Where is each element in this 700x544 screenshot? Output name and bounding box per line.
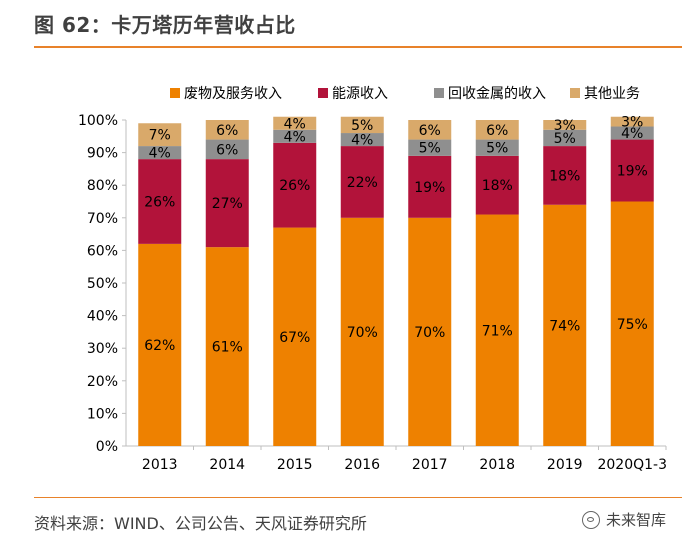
legend-swatch [318, 88, 328, 98]
data-label: 5% [486, 141, 508, 157]
bar-segment [273, 129, 317, 143]
bar-segment [610, 116, 654, 127]
data-label: 71% [482, 323, 513, 339]
x-tick-label: 2018 [479, 457, 515, 473]
bar-segment [340, 146, 384, 218]
bar-segment [543, 120, 587, 130]
data-label: 4% [149, 146, 171, 162]
y-tick-label: 50% [87, 276, 118, 292]
data-label: 4% [284, 116, 306, 132]
bar-segment [138, 159, 182, 244]
y-tick-label: 90% [87, 146, 118, 162]
x-tick-label: 2017 [412, 457, 448, 473]
x-tick-label: 2020Q1-3 [597, 457, 667, 473]
data-label: 67% [279, 330, 310, 346]
legend-swatch [434, 88, 444, 98]
legend-swatch [170, 88, 180, 98]
y-tick-label: 60% [87, 243, 118, 259]
data-label: 3% [621, 115, 643, 131]
bar-segment [408, 139, 452, 156]
bar-segment [475, 214, 519, 446]
bar-segment [543, 129, 587, 147]
legend-label: 回收金属的收入 [448, 86, 546, 102]
y-tick-label: 0% [96, 439, 118, 455]
data-label: 6% [486, 123, 508, 139]
legend-label: 能源收入 [332, 86, 388, 102]
y-tick-label: 70% [87, 211, 118, 227]
y-tick-label: 40% [87, 309, 118, 325]
bar-segment [543, 204, 587, 446]
y-tick-label: 80% [87, 178, 118, 194]
bar-segment [273, 116, 317, 130]
data-label: 7% [149, 128, 171, 144]
data-label: 5% [351, 118, 373, 134]
data-label: 22% [347, 175, 378, 191]
y-tick-label: 100% [78, 113, 118, 129]
bar-segment [138, 146, 182, 160]
bar-segment [273, 227, 317, 446]
wechat-icon [582, 510, 600, 529]
x-tick-label: 2019 [547, 457, 583, 473]
bar-segment [408, 217, 452, 446]
data-label: 70% [347, 325, 378, 341]
bar-segment [408, 120, 452, 140]
x-tick-label: 2016 [344, 457, 380, 473]
bar-segment [610, 139, 654, 202]
x-tick-label: 2014 [209, 457, 245, 473]
x-tick-label: 2015 [277, 457, 313, 473]
x-tick-label: 2013 [142, 457, 178, 473]
data-label: 26% [144, 195, 175, 211]
bar-segment [138, 123, 182, 147]
data-label: 6% [216, 142, 238, 158]
bar-segment [205, 247, 249, 446]
bar-segment [340, 133, 384, 147]
y-tick-label: 20% [87, 374, 118, 390]
data-label: 5% [554, 131, 576, 147]
bar-segment [475, 139, 519, 156]
data-label: 26% [279, 178, 310, 194]
data-label: 61% [212, 340, 243, 356]
bar-segment [340, 116, 384, 134]
bar-segment [205, 139, 249, 160]
data-label: 4% [284, 129, 306, 145]
data-label: 75% [617, 317, 648, 333]
watermark: 未来智库 [582, 509, 666, 530]
data-label: 4% [351, 133, 373, 149]
bar-segment [340, 217, 384, 446]
bar-segment [543, 146, 587, 205]
y-tick-label: 10% [87, 406, 118, 422]
legend-swatch [570, 88, 580, 98]
y-tick-label: 30% [87, 341, 118, 357]
data-label: 3% [554, 118, 576, 134]
bar-segment [610, 126, 654, 140]
data-label: 74% [549, 318, 580, 334]
title-divider [34, 46, 682, 48]
bar-segment [205, 159, 249, 248]
source-divider [34, 497, 682, 498]
watermark-text: 未来智库 [606, 511, 667, 529]
bar-segment [138, 243, 182, 446]
bar-segment [205, 120, 249, 140]
bar-segment [610, 201, 654, 446]
bar-segment [408, 155, 452, 218]
data-label: 18% [549, 168, 580, 184]
data-label: 4% [621, 126, 643, 142]
data-label: 19% [414, 180, 445, 196]
data-label: 19% [617, 164, 648, 180]
data-label: 62% [144, 338, 175, 354]
bar-segment [475, 155, 519, 215]
legend-label: 其他业务 [584, 86, 640, 102]
data-label: 6% [419, 123, 441, 139]
legend-label: 废物及服务收入 [184, 86, 282, 102]
data-label: 18% [482, 178, 513, 194]
data-label: 5% [419, 141, 441, 157]
bar-segment [475, 120, 519, 140]
data-label: 70% [414, 325, 445, 341]
data-label: 6% [216, 123, 238, 139]
source-note: 资料来源：WIND、公司公告、天风证券研究所 [34, 514, 367, 533]
data-label: 27% [212, 196, 243, 212]
bar-segment [273, 142, 317, 228]
figure-title: 图 62：卡万塔历年营收占比 [34, 13, 296, 37]
